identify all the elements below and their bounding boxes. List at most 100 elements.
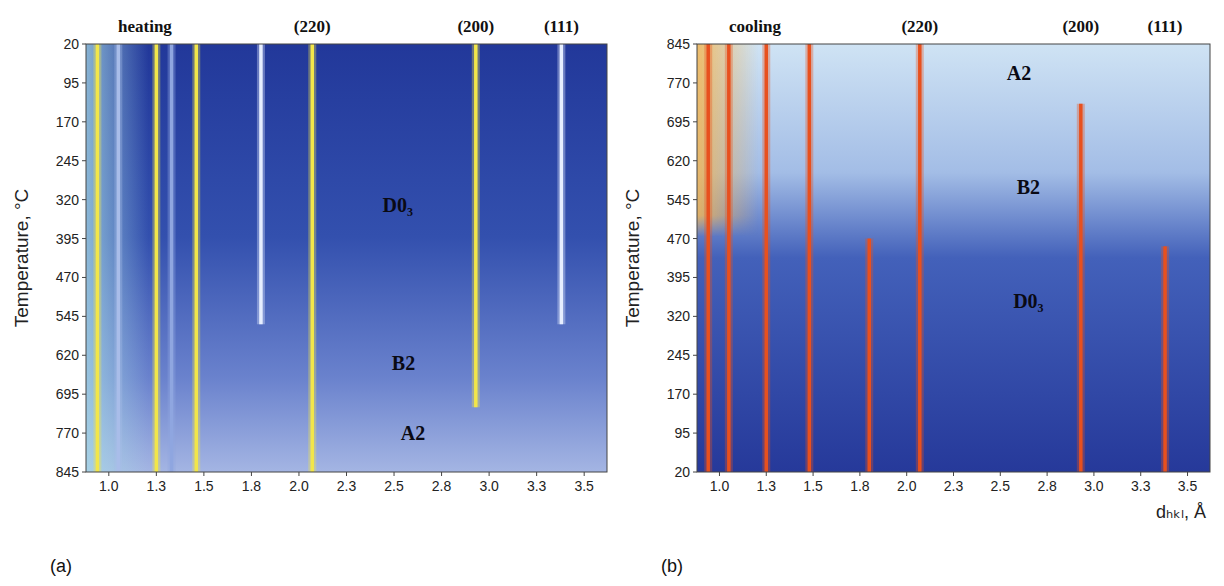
peak-label: (220) bbox=[294, 17, 331, 36]
y-tick bbox=[693, 238, 697, 239]
x-tick bbox=[536, 472, 537, 476]
peak-glow bbox=[257, 44, 265, 324]
y-tick-label: 245 bbox=[667, 347, 691, 363]
x-tick-label: 2.0 bbox=[289, 478, 309, 494]
peak-glow bbox=[865, 239, 873, 472]
x-tick bbox=[203, 472, 204, 476]
y-tick bbox=[693, 472, 697, 473]
x-tick bbox=[1000, 472, 1001, 476]
peak-glow bbox=[725, 44, 733, 472]
x-tick-label: 2.0 bbox=[897, 478, 917, 494]
x-tick bbox=[1093, 472, 1094, 476]
peak-label: (220) bbox=[901, 17, 938, 36]
peak-line bbox=[311, 44, 315, 472]
y-tick bbox=[82, 82, 86, 83]
y-tick-label: 845 bbox=[56, 464, 80, 480]
x-tick bbox=[394, 472, 395, 476]
peak-glow bbox=[916, 44, 924, 472]
peak-label: (111) bbox=[544, 17, 579, 36]
y-tick bbox=[693, 121, 697, 122]
y-tick-label: 620 bbox=[667, 153, 691, 169]
y-tick-label: 170 bbox=[667, 386, 691, 402]
x-tick bbox=[906, 472, 907, 476]
phase-label: B2 bbox=[392, 352, 415, 374]
y-tick bbox=[82, 433, 86, 434]
y-tick bbox=[82, 394, 86, 395]
x-tick bbox=[1140, 472, 1141, 476]
y-tick bbox=[82, 199, 86, 200]
peak-line bbox=[808, 44, 812, 472]
peak-line bbox=[867, 239, 871, 472]
x-tick bbox=[346, 472, 347, 476]
x-tick-label: 2.8 bbox=[1037, 478, 1057, 494]
y-axis-title: Temperature, °C bbox=[622, 189, 643, 328]
x-tick bbox=[584, 472, 585, 476]
y-tick bbox=[693, 433, 697, 434]
x-tick bbox=[859, 472, 860, 476]
figure: 20951702453203954705456206957708451.01.3… bbox=[0, 0, 1224, 586]
peak-label: (200) bbox=[457, 17, 494, 36]
peak-line bbox=[96, 44, 100, 472]
peaks bbox=[708, 44, 1165, 472]
plot-background bbox=[697, 44, 1210, 472]
x-tick bbox=[953, 472, 954, 476]
x-tick-label: 3.0 bbox=[1084, 478, 1104, 494]
panel-letter: (a) bbox=[50, 556, 72, 576]
peak-line bbox=[1163, 246, 1167, 472]
peak-label: (111) bbox=[1148, 17, 1183, 36]
x-tick-label: 2.5 bbox=[991, 478, 1011, 494]
phase-label: A2 bbox=[401, 422, 425, 444]
phase-label: D0₃ bbox=[383, 194, 413, 216]
peak-glow bbox=[308, 44, 316, 472]
y-tick-label: 395 bbox=[667, 269, 691, 285]
y-tick-label: 95 bbox=[63, 75, 79, 91]
y-tick-label: 95 bbox=[674, 425, 690, 441]
y-tick bbox=[693, 277, 697, 278]
y-tick bbox=[693, 160, 697, 161]
y-tick-label: 545 bbox=[667, 192, 691, 208]
x-tick-label: 3.0 bbox=[479, 478, 499, 494]
plot-frame bbox=[697, 44, 1210, 472]
plot-frame bbox=[86, 44, 607, 472]
peak-line bbox=[195, 44, 199, 472]
x-tick bbox=[719, 472, 720, 476]
peak-glow bbox=[557, 44, 565, 324]
x-tick-label: 3.3 bbox=[527, 478, 547, 494]
x-tick bbox=[298, 472, 299, 476]
x-tick-label: 3.5 bbox=[574, 478, 594, 494]
panel-title: heating bbox=[118, 17, 172, 36]
x-tick-label: 3.5 bbox=[1178, 478, 1198, 494]
x-tick bbox=[1047, 472, 1048, 476]
y-tick bbox=[82, 277, 86, 278]
y-tick bbox=[82, 355, 86, 356]
x-tick-label: 2.5 bbox=[384, 478, 404, 494]
peak-glow bbox=[704, 44, 712, 472]
peak-glow bbox=[93, 44, 101, 472]
x-tick-label: 2.8 bbox=[432, 478, 452, 494]
y-tick-label: 845 bbox=[667, 36, 691, 52]
y-tick bbox=[693, 355, 697, 356]
y-tick bbox=[693, 82, 697, 83]
y-tick bbox=[693, 394, 697, 395]
y-tick bbox=[82, 121, 86, 122]
peak-glow bbox=[168, 44, 176, 472]
peak-label: (200) bbox=[1062, 17, 1099, 36]
y-tick-label: 320 bbox=[56, 192, 80, 208]
y-tick-label: 470 bbox=[667, 231, 691, 247]
plot-shading bbox=[86, 44, 607, 472]
peak-line bbox=[474, 44, 478, 407]
x-tick-label: 1.3 bbox=[757, 478, 777, 494]
y-tick-label: 545 bbox=[56, 308, 80, 324]
y-tick bbox=[693, 44, 697, 45]
peak-line bbox=[170, 44, 174, 472]
phase-label: A2 bbox=[1007, 62, 1031, 84]
y-tick-label: 320 bbox=[667, 308, 691, 324]
peak-glow bbox=[805, 44, 813, 472]
x-tick-label: 1.3 bbox=[147, 478, 167, 494]
x-tick-label: 3.3 bbox=[1131, 478, 1151, 494]
peak-line bbox=[706, 44, 710, 472]
y-axis-title: Temperature, °C bbox=[11, 189, 32, 328]
peak-line bbox=[727, 44, 731, 472]
peak-line bbox=[1079, 104, 1083, 472]
peak-glow bbox=[472, 44, 480, 407]
